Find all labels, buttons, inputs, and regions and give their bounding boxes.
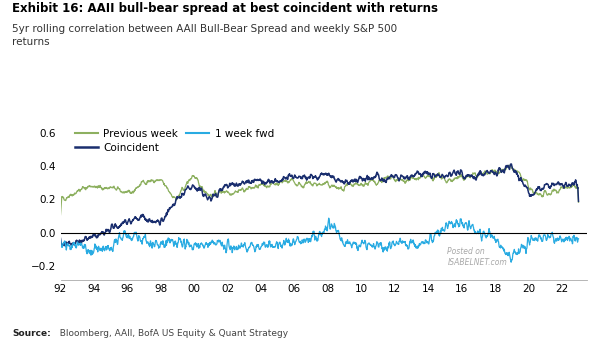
- Coincident: [542, 182, 549, 186]
- Legend: Previous week, Coincident, 1 week fwd: Previous week, Coincident, 1 week fwd: [71, 124, 278, 157]
- Coincident: [508, 162, 515, 166]
- 1 week fwd: [508, 260, 515, 264]
- Line: Coincident: Coincident: [60, 164, 578, 246]
- 1 week fwd: [325, 216, 332, 220]
- Previous week: [291, 181, 298, 185]
- Coincident: [322, 171, 330, 175]
- Coincident: [150, 220, 157, 224]
- Text: 5yr rolling correlation between AAII Bull-Bear Spread and weekly S&P 500
returns: 5yr rolling correlation between AAII Bul…: [12, 24, 397, 47]
- Text: Source:: Source:: [12, 329, 51, 338]
- Line: 1 week fwd: 1 week fwd: [60, 218, 578, 262]
- Text: Bloomberg, AAII, BofA US Equity & Quant Strategy: Bloomberg, AAII, BofA US Equity & Quant …: [54, 329, 289, 338]
- Line: Previous week: Previous week: [60, 165, 578, 215]
- 1 week fwd: [291, 242, 298, 247]
- 1 week fwd: [149, 241, 157, 246]
- Previous week: [575, 200, 582, 204]
- Coincident: [67, 242, 74, 246]
- Previous week: [149, 179, 157, 183]
- Text: Exhibit 16: AAII bull-bear spread at best coincident with returns: Exhibit 16: AAII bull-bear spread at bes…: [12, 2, 438, 15]
- Previous week: [505, 163, 512, 167]
- 1 week fwd: [575, 237, 582, 241]
- Coincident: [414, 169, 422, 174]
- Previous week: [67, 193, 74, 197]
- 1 week fwd: [542, 235, 549, 239]
- Previous week: [322, 181, 329, 185]
- Previous week: [57, 213, 64, 217]
- Previous week: [542, 189, 549, 193]
- Previous week: [414, 176, 421, 180]
- Coincident: [292, 174, 299, 178]
- Coincident: [575, 199, 582, 203]
- 1 week fwd: [414, 246, 422, 250]
- Coincident: [57, 236, 64, 240]
- Coincident: [68, 244, 75, 248]
- 1 week fwd: [322, 224, 329, 228]
- 1 week fwd: [67, 248, 74, 252]
- Text: Posted on
ISABELNET.com: Posted on ISABELNET.com: [447, 248, 507, 267]
- 1 week fwd: [57, 238, 64, 242]
